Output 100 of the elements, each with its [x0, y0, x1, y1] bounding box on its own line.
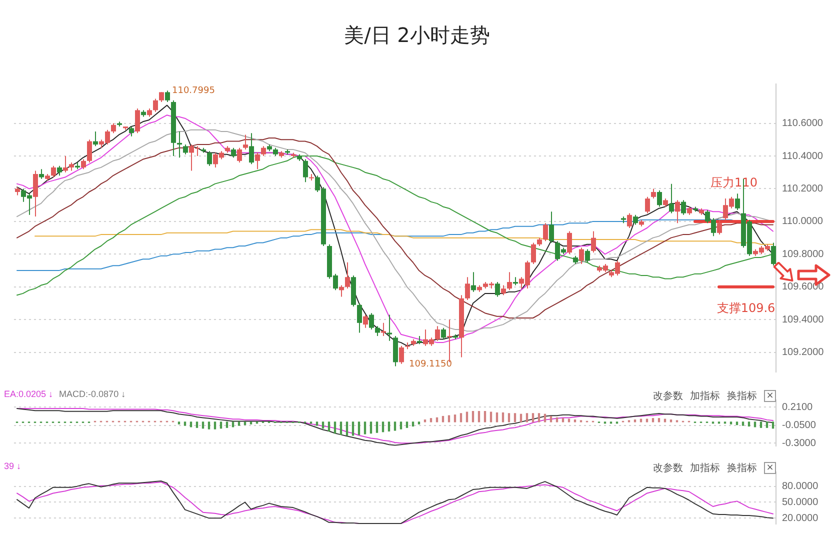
bar: [436, 417, 438, 422]
y-tick-label: 50.0000: [782, 496, 819, 508]
candlestick: [591, 230, 596, 254]
annotation: 110.7995: [172, 86, 215, 96]
text: 39 ↓: [4, 461, 22, 471]
bar: [184, 422, 186, 426]
bar: [382, 422, 384, 432]
bar: [538, 413, 540, 422]
bar: [328, 422, 330, 432]
candlestick: [249, 132, 254, 165]
candlestick: [165, 90, 170, 102]
candlestick: [357, 302, 362, 334]
candlestick: [51, 165, 56, 178]
candlestick: [207, 150, 212, 166]
bar: [730, 422, 732, 424]
bar: [346, 422, 348, 436]
annotation: 改参数: [653, 462, 683, 475]
candlestick: [135, 108, 140, 134]
candlestick: [81, 158, 86, 170]
candlestick: [441, 327, 446, 340]
candlestick: [501, 284, 506, 296]
bar: [550, 416, 552, 422]
bar: [370, 422, 372, 434]
candlestick: [657, 190, 662, 208]
candlestick: [543, 222, 548, 242]
bar: [214, 422, 216, 430]
bar: [388, 422, 390, 432]
bar: [226, 422, 228, 428]
candlestick: [231, 147, 236, 158]
candlestick: [369, 312, 374, 330]
candlestick: [303, 158, 308, 183]
bar: [652, 418, 654, 422]
bar: [454, 414, 456, 422]
bar: [406, 422, 408, 428]
candlestick: [255, 152, 260, 170]
annotation: 加指标: [690, 390, 720, 403]
candlestick: [531, 242, 536, 264]
bar: [424, 419, 426, 422]
bar: [376, 422, 378, 433]
candlestick: [771, 242, 776, 266]
annotation: 换指标: [727, 462, 757, 475]
candlestick: [363, 314, 368, 328]
y-tick-label: 110.2000: [782, 183, 824, 194]
annotation: 加指标: [690, 462, 720, 475]
bar: [526, 413, 528, 422]
bar: [220, 422, 222, 429]
y-tick-label: 0.2100: [782, 402, 814, 413]
annotation: 支撑109.6: [716, 301, 776, 316]
annotation: ×: [764, 390, 776, 402]
annotation: 109.1150: [409, 360, 452, 370]
candlestick: [681, 200, 686, 216]
bar: [358, 422, 360, 436]
bar: [202, 422, 204, 429]
bar: [736, 422, 738, 426]
candlestick: [111, 122, 116, 134]
bar: [556, 417, 558, 422]
candlestick: [717, 219, 722, 236]
bar: [316, 422, 318, 426]
bar: [442, 416, 444, 422]
bar: [322, 422, 324, 429]
y-tick-label: 109.8000: [782, 248, 824, 260]
bar: [190, 422, 192, 428]
bar: [448, 415, 450, 422]
candlestick: [177, 130, 182, 158]
candlestick: [93, 130, 98, 147]
candlestick: [159, 92, 164, 102]
bar: [208, 422, 210, 430]
candlestick: [651, 188, 656, 200]
bar: [460, 413, 462, 422]
bar: [178, 422, 180, 424]
candlestick: [387, 314, 392, 342]
y-tick-label: 110.0000: [782, 216, 824, 228]
bar: [670, 419, 672, 422]
bar: [568, 418, 570, 422]
y-tick-label: -0.0500: [782, 420, 816, 432]
bar: [364, 422, 366, 434]
bar: [640, 418, 642, 422]
candlestick: [345, 262, 350, 290]
bar: [496, 412, 498, 422]
candlestick: [57, 165, 62, 176]
bar: [250, 422, 252, 424]
candlestick: [243, 134, 248, 150]
bar: [472, 410, 474, 422]
bar: [646, 418, 648, 422]
candlestick: [495, 282, 500, 298]
y-tick-label: 109.2000: [782, 347, 824, 358]
candlestick: [645, 196, 650, 214]
candlestick: [435, 326, 440, 342]
candlestick: [735, 193, 740, 210]
candlestick: [471, 272, 476, 292]
y-tick-label: -0.3000: [782, 438, 816, 449]
y-tick-label: 110.4000: [782, 150, 824, 162]
bar: [244, 422, 246, 426]
candlestick: [669, 183, 674, 214]
candlestick: [375, 326, 380, 336]
bar: [664, 418, 666, 422]
bar: [196, 422, 198, 428]
candlestick: [381, 322, 386, 336]
candlestick: [153, 98, 158, 112]
text: EA:0.0205 ↓: [4, 389, 54, 399]
